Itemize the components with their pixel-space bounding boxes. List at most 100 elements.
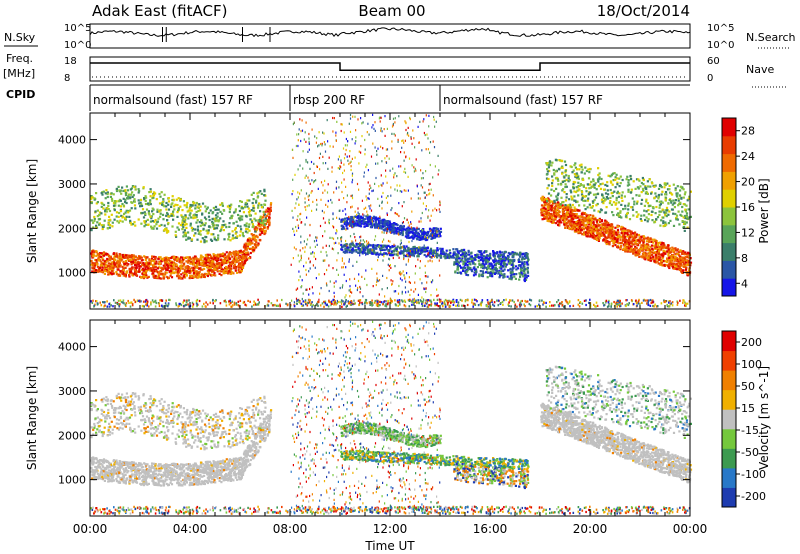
data-point bbox=[124, 211, 127, 214]
data-point bbox=[107, 259, 110, 262]
data-point bbox=[645, 190, 648, 193]
data-point bbox=[500, 259, 503, 262]
data-point bbox=[175, 235, 178, 238]
data-point bbox=[122, 197, 125, 200]
data-point bbox=[635, 178, 639, 181]
data-point bbox=[115, 211, 119, 214]
data-point bbox=[592, 234, 595, 237]
data-point bbox=[167, 200, 170, 203]
data-point bbox=[114, 258, 117, 261]
data-point bbox=[615, 196, 618, 199]
data-point bbox=[548, 217, 551, 220]
data-point bbox=[604, 238, 607, 241]
data-point bbox=[156, 276, 159, 279]
data-point bbox=[243, 261, 246, 265]
data-point bbox=[207, 229, 210, 232]
data-point bbox=[122, 272, 125, 275]
data-point bbox=[182, 226, 185, 229]
data-point bbox=[422, 232, 425, 235]
data-point bbox=[103, 260, 106, 263]
data-point bbox=[106, 227, 109, 230]
data-point bbox=[196, 266, 199, 269]
data-point bbox=[135, 262, 139, 266]
data-point bbox=[241, 266, 245, 269]
data-point bbox=[358, 224, 361, 227]
data-point bbox=[563, 191, 566, 194]
data-point bbox=[565, 224, 568, 227]
data-point bbox=[668, 199, 671, 202]
data-point bbox=[111, 264, 114, 267]
data-point bbox=[584, 199, 587, 202]
data-point bbox=[689, 257, 692, 260]
data-point bbox=[179, 267, 182, 270]
data-point bbox=[160, 191, 163, 194]
data-point bbox=[193, 214, 196, 217]
data-point bbox=[218, 272, 221, 275]
data-point bbox=[144, 199, 147, 202]
data-point bbox=[141, 211, 144, 215]
data-point bbox=[341, 248, 344, 251]
data-point bbox=[605, 206, 608, 209]
data-point bbox=[378, 217, 381, 220]
data-point bbox=[183, 256, 186, 259]
data-point bbox=[559, 215, 562, 218]
data-point bbox=[654, 192, 657, 195]
data-point bbox=[635, 211, 638, 214]
data-point bbox=[550, 217, 553, 221]
data-point bbox=[134, 274, 138, 277]
data-point bbox=[583, 220, 586, 223]
data-point bbox=[115, 189, 119, 193]
data-point bbox=[162, 264, 165, 267]
data-point bbox=[669, 251, 672, 254]
data-point bbox=[654, 239, 657, 242]
data-point bbox=[612, 179, 615, 182]
data-point bbox=[587, 216, 590, 219]
data-point bbox=[434, 232, 437, 235]
data-point bbox=[203, 275, 206, 278]
data-point bbox=[165, 201, 168, 205]
data-point bbox=[574, 199, 577, 202]
data-point bbox=[238, 266, 241, 269]
data-point bbox=[405, 228, 408, 231]
data-point bbox=[681, 186, 684, 189]
data-point bbox=[602, 239, 605, 242]
data-point bbox=[553, 172, 556, 175]
data-point bbox=[105, 210, 108, 213]
data-point bbox=[616, 240, 619, 243]
data-point bbox=[183, 233, 186, 237]
data-point bbox=[178, 269, 182, 272]
data-point bbox=[104, 263, 107, 266]
data-point bbox=[142, 262, 145, 265]
data-point bbox=[207, 211, 211, 215]
data-point bbox=[627, 241, 630, 244]
data-point bbox=[660, 243, 663, 246]
data-point bbox=[675, 216, 678, 220]
data-point bbox=[624, 229, 627, 232]
data-point bbox=[113, 256, 116, 259]
data-point bbox=[216, 224, 219, 227]
data-point bbox=[130, 255, 133, 259]
data-point bbox=[231, 237, 234, 240]
data-point bbox=[228, 263, 231, 266]
data-point bbox=[183, 223, 186, 227]
data-point bbox=[588, 171, 591, 174]
data-point bbox=[124, 194, 128, 197]
data-point bbox=[266, 218, 269, 221]
data-point bbox=[152, 275, 155, 278]
data-point bbox=[592, 201, 595, 204]
data-point bbox=[391, 254, 394, 257]
data-point bbox=[356, 222, 359, 225]
data-point bbox=[424, 246, 428, 250]
data-point bbox=[554, 170, 557, 173]
data-point bbox=[101, 227, 104, 231]
data-point bbox=[591, 200, 594, 203]
data-point bbox=[567, 177, 570, 180]
data-point bbox=[642, 178, 645, 182]
data-point bbox=[589, 186, 592, 189]
data-point bbox=[188, 257, 191, 260]
data-point bbox=[366, 252, 369, 255]
data-point bbox=[565, 217, 568, 221]
data-point bbox=[619, 211, 622, 214]
data-point bbox=[93, 215, 96, 219]
data-point bbox=[581, 194, 584, 197]
